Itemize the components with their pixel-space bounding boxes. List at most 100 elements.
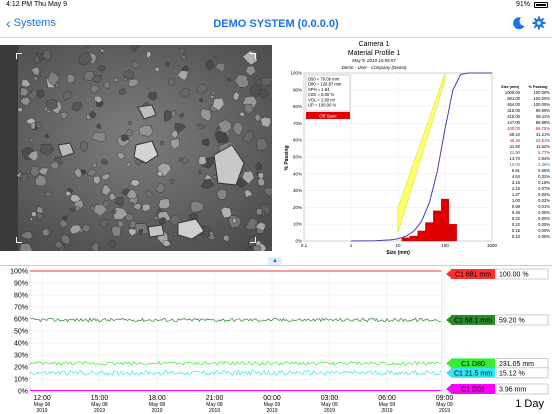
rock-shape xyxy=(168,77,176,86)
series-value: 231.05 mm xyxy=(499,361,534,368)
trend-ytick: 30% xyxy=(14,353,28,360)
series-name-badge xyxy=(451,314,495,325)
rock-shape xyxy=(159,140,164,146)
table-passing-cell: 41.21% xyxy=(536,132,550,137)
rock-shape xyxy=(201,178,215,189)
rock-shape xyxy=(158,198,171,209)
rock-shape xyxy=(34,55,41,64)
rock-shape xyxy=(28,137,35,143)
gear-icon[interactable] xyxy=(532,16,546,30)
rock-shape xyxy=(126,189,138,199)
rock-shape xyxy=(21,78,31,88)
table-size-cell: 10.00 xyxy=(510,162,521,167)
rock-shape xyxy=(158,216,167,225)
trend-xtick-time: 15:00 xyxy=(91,395,109,402)
psd-ylabel: % Passing xyxy=(284,145,290,170)
rock-shape xyxy=(241,170,255,185)
rock-shape xyxy=(99,218,109,229)
back-button[interactable]: ‹ Systems xyxy=(6,16,56,30)
rock-shape xyxy=(91,241,100,251)
table-passing-cell: 0.65% xyxy=(538,168,550,173)
table-passing-cell: 66.75% xyxy=(536,126,550,131)
series-name-badge xyxy=(451,384,495,394)
trend-xtick-year: 2019 xyxy=(151,408,162,414)
rock-shape xyxy=(123,70,134,80)
rock-shape xyxy=(144,190,154,199)
rock-shape xyxy=(199,108,212,122)
off-spec-label: Off Spec xyxy=(319,114,337,119)
series-value: 59.20 % xyxy=(499,317,525,324)
trend-xtick-year: 2019 xyxy=(94,408,105,414)
table-passing-cell: 100.00% xyxy=(533,90,550,95)
trend-xtick-year: 2019 xyxy=(266,408,277,414)
rock-shape xyxy=(29,217,33,222)
rock-shape xyxy=(162,240,172,247)
series-name-badge xyxy=(451,269,495,279)
trend-ytick: 70% xyxy=(14,305,28,312)
psd-ytick: 10% xyxy=(293,222,302,227)
rock-shape xyxy=(19,87,29,97)
rock-shape xyxy=(36,90,46,99)
rock-shape xyxy=(90,84,100,94)
rock-shape xyxy=(100,48,105,53)
rock-shape xyxy=(138,124,154,137)
stat-line: D50 = 79.06 mm xyxy=(308,77,340,82)
rock-shape xyxy=(114,196,125,207)
rock-shape xyxy=(108,239,116,248)
trend-xtick-time: 00:00 xyxy=(263,395,281,402)
stat-line: CIDI = 5.00 % xyxy=(308,92,334,97)
rock-shape xyxy=(215,62,226,73)
rock-shape xyxy=(36,205,44,214)
rock-shape xyxy=(211,90,217,96)
table-size-cell: 0.68 xyxy=(512,204,521,209)
table-size-cell: 316.00 xyxy=(507,108,520,113)
table-passing-cell: 0.02% xyxy=(538,198,550,203)
trend-ytick: 100% xyxy=(10,269,28,276)
psd-ytick: 90% xyxy=(293,87,302,92)
trend-xtick-year: 2019 xyxy=(209,408,220,414)
table-size-cell: 46.40 xyxy=(510,138,521,143)
rock-shape xyxy=(69,224,82,235)
rock-shape xyxy=(177,70,189,81)
trend-ytick: 60% xyxy=(14,317,28,324)
table-header-passing: % Passing xyxy=(529,85,549,89)
timescale-selector[interactable]: 1 Day xyxy=(515,398,544,410)
rock-shape xyxy=(80,141,88,153)
rock-shape xyxy=(234,74,250,88)
rock-shape xyxy=(255,222,266,232)
rock-shape xyxy=(55,83,60,88)
rock-shape xyxy=(227,77,232,82)
moon-icon[interactable] xyxy=(512,16,526,30)
rock-shape xyxy=(198,169,202,175)
trend-xtick-date: May 09 xyxy=(436,402,453,408)
rock-shape xyxy=(118,88,127,96)
collapse-chevron-icon[interactable]: ▲ xyxy=(268,257,282,265)
rock-shape xyxy=(254,113,262,122)
status-time: 4:12 PM xyxy=(6,1,33,8)
battery-percentage: 91% xyxy=(515,1,530,8)
rock-shape xyxy=(260,76,272,87)
rock-shape xyxy=(125,129,134,137)
histogram-bar xyxy=(425,222,434,242)
rock-shape xyxy=(96,123,101,129)
trend-series-line xyxy=(29,317,442,323)
rock-shape xyxy=(252,244,261,251)
rock-shape xyxy=(117,220,125,228)
trend-ytick: 50% xyxy=(14,329,28,336)
rock-shape xyxy=(40,143,55,156)
trend-xtick-time: 03:00 xyxy=(321,395,339,402)
rock-shape xyxy=(179,48,185,54)
rock-shape xyxy=(147,91,158,102)
status-date: Thu May 9 xyxy=(34,1,68,8)
rock-shape xyxy=(242,95,258,110)
psd-title: Camera 1 xyxy=(359,41,390,48)
series-value-box xyxy=(495,268,549,280)
rock-shape xyxy=(198,156,207,166)
rock-shape xyxy=(155,182,165,194)
rock-shape xyxy=(245,65,257,77)
rock-shape xyxy=(153,215,159,221)
trend-xtick-date: May 09 xyxy=(264,402,281,408)
back-label: Systems xyxy=(13,17,56,29)
histogram-bar xyxy=(401,237,410,242)
rock-shape xyxy=(62,90,73,101)
